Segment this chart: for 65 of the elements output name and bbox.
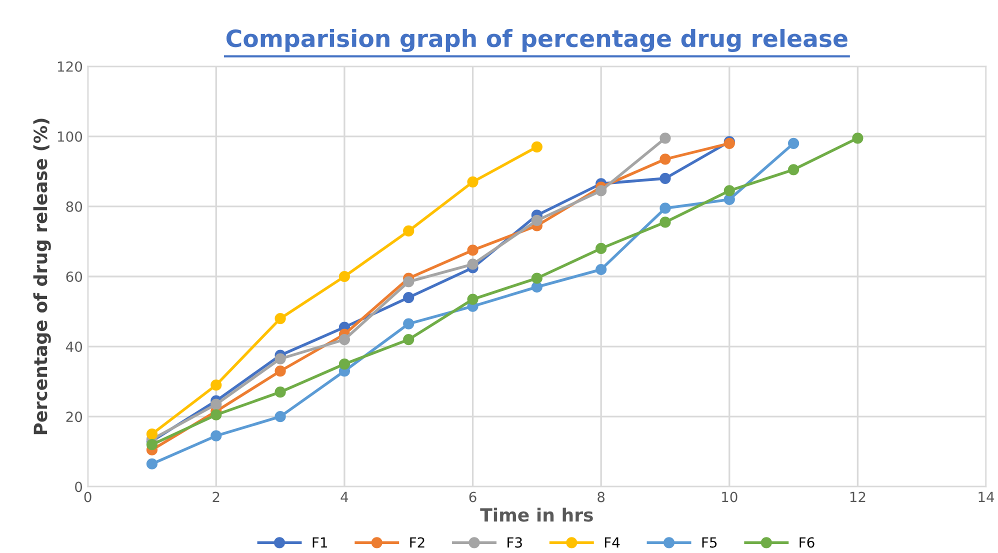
point <box>660 216 671 228</box>
point <box>403 292 414 304</box>
x-tick-label: 10 <box>722 492 738 502</box>
point <box>596 185 607 196</box>
point <box>660 202 671 214</box>
x-tick-label: 14 <box>978 492 994 502</box>
x-tick-label: 6 <box>469 492 476 502</box>
chart-title: Comparision graph of percentage drug release <box>226 28 848 52</box>
point <box>403 334 414 346</box>
x-tick-label: 12 <box>850 492 866 502</box>
point <box>146 458 158 470</box>
x-tick-label: 2 <box>212 492 220 502</box>
legend-label: F1 <box>312 537 327 548</box>
point <box>724 194 735 206</box>
point <box>660 132 671 144</box>
legend-label: F5 <box>702 537 717 548</box>
point <box>531 214 542 226</box>
y-tick-label: 100 <box>58 131 82 142</box>
legend-label: F4 <box>604 537 620 548</box>
point <box>467 244 478 256</box>
point <box>146 439 158 450</box>
y-tick-label: 40 <box>66 342 82 352</box>
point <box>210 380 222 391</box>
point <box>788 164 800 176</box>
legend-label: F6 <box>800 537 814 548</box>
legend-label: F3 <box>508 537 522 548</box>
x-axis-title: Time in hrs <box>480 508 593 522</box>
point <box>274 411 286 422</box>
x-tick-label: 8 <box>598 492 605 502</box>
point <box>274 353 286 364</box>
y-axis-title: Percentage of drug release (%) <box>33 118 51 434</box>
point <box>210 430 222 442</box>
point <box>403 318 414 330</box>
point <box>210 398 222 410</box>
y-tick-label: 60 <box>66 271 82 282</box>
point <box>338 334 350 346</box>
point <box>403 276 414 288</box>
point <box>788 138 800 149</box>
point <box>596 242 607 254</box>
point <box>660 172 671 184</box>
point <box>274 312 286 324</box>
point <box>274 386 286 398</box>
point <box>531 141 542 152</box>
point <box>852 132 864 144</box>
point <box>146 428 158 440</box>
point <box>531 272 542 284</box>
point <box>531 281 542 293</box>
point <box>467 176 478 188</box>
y-tick-label: 80 <box>66 201 82 212</box>
point <box>596 264 607 276</box>
point <box>467 258 478 270</box>
point <box>660 154 671 165</box>
x-tick-label: 0 <box>84 492 92 502</box>
y-tick-label: 20 <box>66 412 82 422</box>
point <box>338 358 350 370</box>
point <box>467 294 478 305</box>
point <box>724 185 735 196</box>
point <box>338 270 350 282</box>
legend-label: F2 <box>410 537 424 548</box>
point <box>274 366 286 377</box>
point <box>210 409 222 420</box>
y-tick-label: 0 <box>75 482 82 492</box>
point <box>403 225 414 237</box>
y-tick-label: 120 <box>58 61 82 72</box>
x-tick-label: 4 <box>340 492 348 502</box>
